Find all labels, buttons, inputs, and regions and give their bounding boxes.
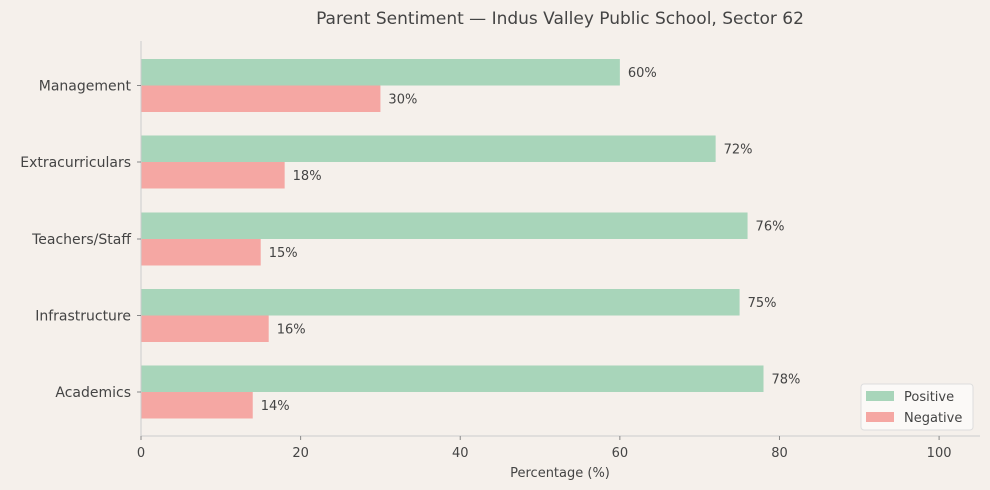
legend: Positive Negative	[860, 383, 974, 431]
x-tick-label: 60	[612, 446, 629, 461]
data-label: 72%	[724, 142, 753, 157]
data-label: 75%	[748, 296, 777, 311]
legend-label-positive: Positive	[904, 390, 954, 405]
bar-positive-infrastructure	[141, 289, 740, 316]
bar-negative-extracurriculars	[141, 162, 285, 189]
data-label: 78%	[772, 372, 801, 387]
data-label: 76%	[756, 219, 785, 234]
data-label: 14%	[261, 399, 290, 414]
bar-negative-teachers-staff	[141, 239, 261, 266]
bar-positive-academics	[141, 365, 764, 392]
data-label: 30%	[388, 92, 417, 107]
bar-negative-management	[141, 85, 381, 112]
legend-label-negative: Negative	[904, 411, 962, 426]
y-tick-label: Management	[39, 79, 132, 95]
x-tick-label: 20	[292, 446, 309, 461]
y-tick-label: Teachers/Staff	[31, 232, 131, 248]
bar-positive-extracurriculars	[141, 135, 716, 162]
x-axis-label: Percentage (%)	[510, 466, 610, 481]
x-tick-label: 80	[771, 446, 788, 461]
legend-swatch-negative	[866, 412, 894, 422]
data-label: 18%	[293, 169, 322, 184]
x-tick-label: 100	[927, 446, 952, 461]
x-tick-label: 0	[137, 446, 145, 461]
chart-title: Parent Sentiment — Indus Valley Public S…	[316, 9, 804, 29]
x-tick-label: 40	[452, 446, 469, 461]
data-label: 16%	[277, 322, 306, 337]
legend-swatch-positive	[866, 391, 894, 401]
data-label: 15%	[269, 246, 298, 261]
y-tick-label: Academics	[55, 385, 131, 401]
y-tick-label: Extracurriculars	[20, 155, 131, 171]
bar-positive-teachers-staff	[141, 212, 748, 239]
data-label: 60%	[628, 66, 657, 81]
bar-negative-academics	[141, 392, 253, 419]
bar-negative-infrastructure	[141, 315, 269, 342]
bar-positive-management	[141, 59, 620, 86]
y-tick-label: Infrastructure	[35, 309, 131, 325]
